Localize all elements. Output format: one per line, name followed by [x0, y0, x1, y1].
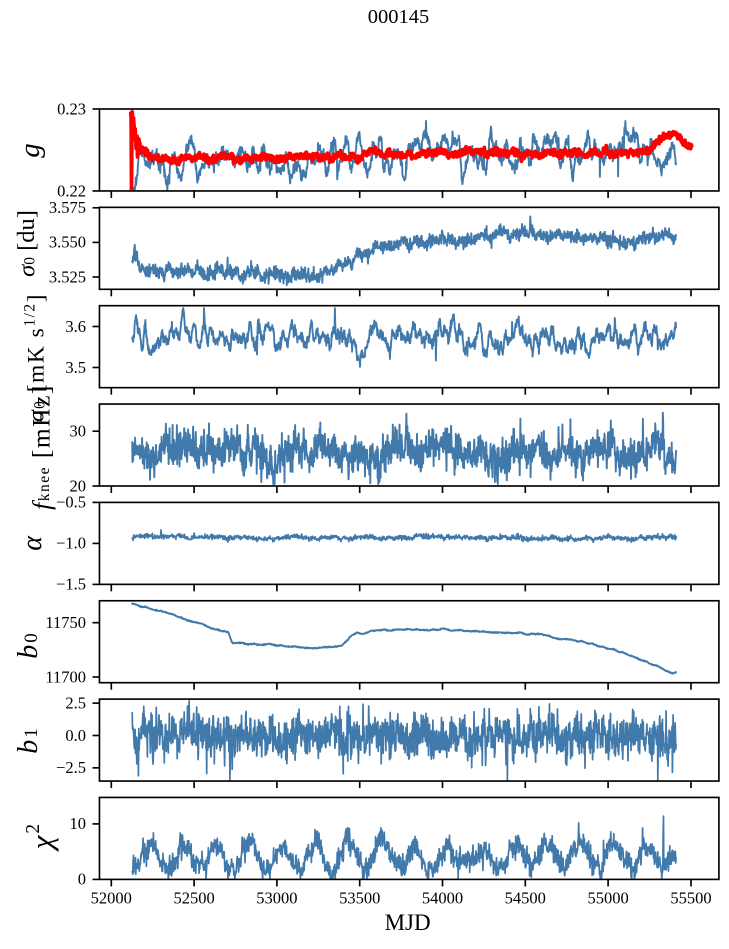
svg-text:χ2: χ2: [23, 824, 59, 852]
svg-text:52000: 52000: [91, 889, 132, 908]
svg-text:10: 10: [70, 814, 87, 833]
svg-text:3.5: 3.5: [65, 358, 86, 377]
svg-text:3.6: 3.6: [65, 317, 86, 336]
svg-text:30: 30: [70, 422, 87, 441]
svg-text:0.0: 0.0: [65, 726, 86, 745]
svg-text:000145: 000145: [368, 6, 430, 28]
svg-text:2.5: 2.5: [65, 693, 86, 712]
svg-text:53500: 53500: [339, 889, 380, 908]
svg-text:54000: 54000: [422, 889, 463, 908]
svg-text:−0.5: −0.5: [56, 493, 86, 512]
svg-text:11750: 11750: [45, 613, 86, 632]
svg-text:20: 20: [70, 476, 87, 495]
svg-text:55500: 55500: [670, 889, 711, 908]
svg-text:53000: 53000: [256, 889, 297, 908]
svg-text:3.575: 3.575: [49, 198, 86, 217]
svg-text:11700: 11700: [45, 667, 86, 686]
svg-text:MJD: MJD: [385, 910, 431, 935]
svg-text:σ0 [du]: σ0 [du]: [13, 210, 40, 277]
svg-text:3.525: 3.525: [49, 267, 86, 286]
svg-text:54500: 54500: [505, 889, 546, 908]
svg-text:b0: b0: [13, 633, 44, 659]
svg-text:0.22: 0.22: [57, 181, 86, 200]
svg-text:g: g: [14, 143, 46, 158]
svg-text:52500: 52500: [173, 889, 214, 908]
svg-text:0.23: 0.23: [57, 99, 86, 118]
svg-text:−1.0: −1.0: [56, 534, 86, 553]
svg-text:0: 0: [78, 870, 86, 889]
svg-text:α: α: [17, 535, 48, 551]
svg-text:55000: 55000: [587, 889, 628, 908]
svg-text:3.550: 3.550: [49, 233, 86, 252]
svg-text:b1: b1: [13, 728, 44, 754]
svg-text:−2.5: −2.5: [56, 758, 86, 777]
svg-text:−1.5: −1.5: [56, 575, 86, 594]
